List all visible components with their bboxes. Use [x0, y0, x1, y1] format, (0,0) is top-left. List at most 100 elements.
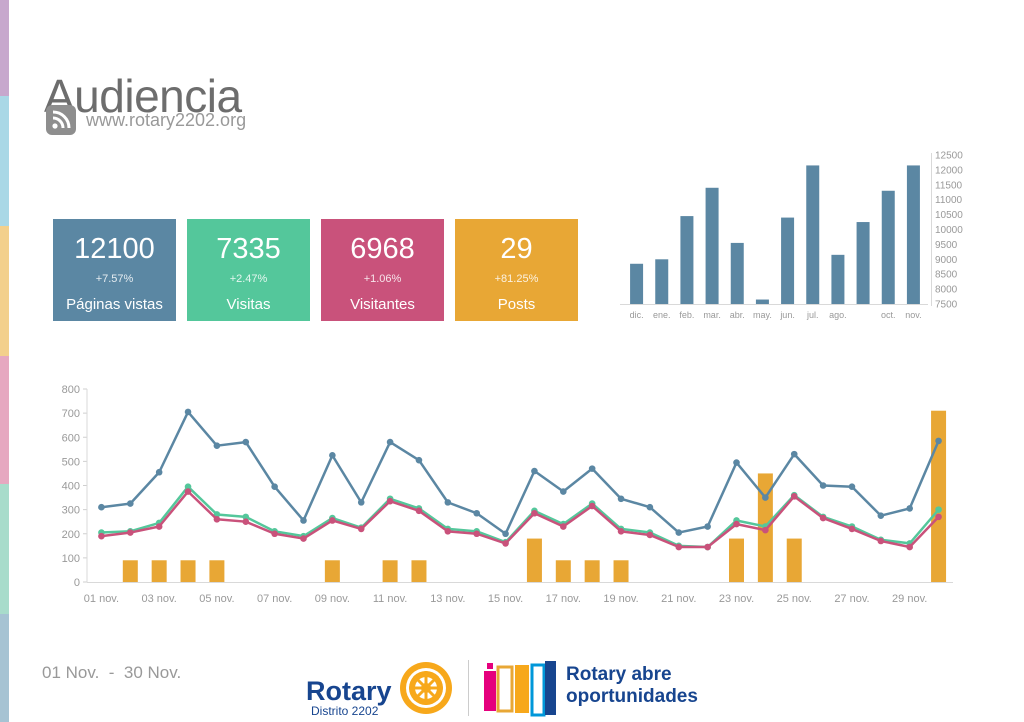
posts-bar	[151, 560, 167, 582]
rotary-wheel-icon	[400, 662, 452, 714]
pageviews-point	[473, 509, 481, 517]
x-tick-label: 03 nov.	[142, 593, 177, 605]
visitors-point	[733, 520, 740, 528]
visitors-point	[127, 529, 134, 536]
pageviews-point	[588, 465, 596, 472]
visitors-point	[502, 540, 509, 547]
side-strip-segment	[0, 226, 9, 356]
visitors-point	[155, 523, 163, 530]
posts-bar	[613, 560, 629, 582]
visitors-point	[819, 514, 827, 522]
visitors-point	[444, 528, 452, 535]
side-strip-segment	[0, 356, 9, 484]
bar	[655, 259, 669, 304]
x-tick-label: 07 nov.	[257, 593, 292, 605]
monthly-pageviews-chart: 7500 8000 8500 9000 9500 10000 10500 11000 11500…	[620, 151, 963, 320]
x-tick-label: 19 nov.	[603, 593, 638, 605]
kpi-label: Visitas	[226, 296, 271, 313]
bar	[806, 165, 820, 304]
pageviews-point	[848, 483, 856, 491]
x-tick-label: mar.	[703, 310, 721, 320]
bar	[755, 299, 769, 304]
bar	[881, 190, 895, 304]
rss-icon	[46, 105, 76, 135]
visitors-point	[357, 525, 365, 533]
posts-bar	[180, 560, 196, 582]
pageviews-point	[935, 437, 942, 445]
visitors-point	[675, 543, 683, 551]
pageviews-point	[733, 459, 740, 466]
pageviews-point	[704, 523, 711, 530]
visitors-point	[300, 535, 307, 542]
visitors-point	[877, 537, 885, 545]
pageviews-point	[617, 495, 625, 503]
rotary-district-text: Distrito 2202	[311, 704, 379, 718]
y-tick-label: 8000	[935, 285, 958, 296]
y-tick-label: 700	[62, 408, 80, 420]
kpi-visits: 7335 +2.47% Visitas	[187, 219, 310, 321]
visitors-line	[101, 490, 940, 549]
slogan: Rotary abre oportunidades	[566, 664, 698, 708]
y-tick-label: 9000	[935, 255, 958, 266]
bar	[730, 242, 744, 304]
site-link[interactable]: www.rotary2202.org	[46, 104, 246, 136]
page-title: Audiencia	[44, 69, 242, 122]
x-tick-label: 11 nov.	[373, 593, 407, 605]
pageviews-point	[906, 505, 913, 512]
bar	[705, 187, 719, 304]
bar	[906, 165, 920, 304]
x-tick-label: 23 nov.	[719, 593, 754, 605]
kpi-value: 12100	[74, 233, 155, 265]
kpi-change: +7.57%	[95, 273, 134, 285]
y-tick-label: 10500	[935, 210, 963, 221]
y-tick-label: 12000	[935, 165, 963, 176]
visitors-point	[329, 517, 336, 524]
visitors-point	[386, 497, 394, 505]
kpi-change: +2.47%	[229, 273, 268, 285]
visitors-point	[646, 531, 654, 539]
pageviews-point	[98, 503, 105, 511]
y-tick-label: 300	[62, 505, 80, 517]
posts-bar	[382, 560, 398, 582]
y-tick-label: 800	[62, 384, 80, 396]
bar	[630, 263, 644, 304]
y-tick-label: 600	[62, 432, 80, 444]
y-tick-label: 200	[62, 529, 80, 541]
pageviews-point	[502, 530, 509, 538]
visitors-point	[588, 502, 596, 510]
posts-bar	[931, 410, 947, 582]
pageviews-point	[531, 467, 538, 475]
posts-bar	[786, 538, 802, 582]
x-tick-label: 05 nov.	[199, 593, 234, 605]
visitors-point	[473, 530, 481, 538]
pageviews-point	[646, 503, 654, 511]
pageviews-line	[101, 410, 940, 535]
x-tick-label: 21 nov.	[661, 593, 696, 605]
x-tick-label: oct.	[881, 310, 896, 320]
kpi-posts: 29 +81.25% Posts	[455, 219, 578, 321]
x-tick-label: feb.	[679, 310, 694, 320]
kpi-visitors: 6968 +1.06% Visitantes	[321, 219, 444, 321]
visitors-point	[98, 532, 105, 540]
pageviews-point	[560, 488, 567, 495]
x-tick-label: ago.	[829, 310, 847, 320]
pageviews-point	[357, 499, 365, 506]
y-tick-label: 11500	[935, 180, 963, 191]
daily-audience-chart: 0 100 200 300 400 500 600 700 800 01 nov. 03 nov. 0…	[62, 384, 953, 605]
pageviews-point	[877, 512, 885, 519]
pageviews-point	[329, 452, 336, 459]
pageviews-point	[127, 500, 134, 507]
pageviews-point	[184, 408, 192, 416]
x-tick-label: 09 nov.	[315, 593, 350, 605]
x-tick-label: 13 nov.	[430, 593, 465, 605]
side-strip-segment	[0, 0, 9, 96]
y-tick-label: 500	[62, 456, 80, 468]
pageviews-point	[790, 450, 798, 458]
logo-divider	[468, 660, 469, 716]
posts-bar	[729, 538, 744, 582]
visitors-point	[617, 528, 625, 535]
x-tick-label: nov.	[905, 310, 921, 320]
rotary-logo-text: Rotary	[306, 676, 392, 706]
y-tick-label: 9500	[935, 240, 958, 251]
site-url[interactable]: www.rotary2202.org	[86, 109, 247, 130]
